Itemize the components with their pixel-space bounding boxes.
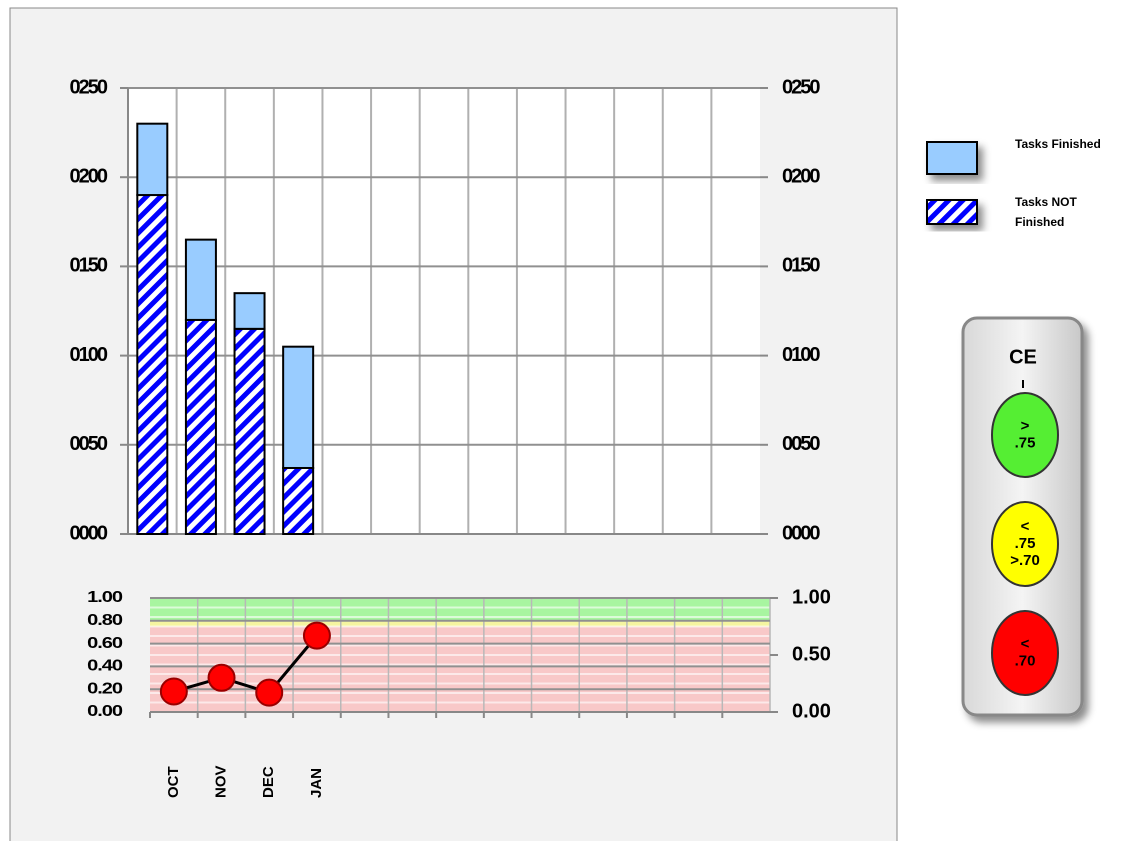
point <box>302 621 331 650</box>
status-label: .75 <box>1015 434 1036 451</box>
bar-segment <box>233 292 266 330</box>
legend-swatch <box>926 141 978 175</box>
bar-segment <box>136 122 169 197</box>
y-tick-label: 0.20 <box>87 679 123 697</box>
bar-segment <box>233 327 266 535</box>
status-label: .70 <box>1015 652 1036 669</box>
y2-tick-label: 0.00 <box>792 700 831 722</box>
y-tick-label: 0150 <box>70 255 108 277</box>
y-tick-label: 0000 <box>70 522 108 544</box>
y2-tick-label: 0.50 <box>792 643 831 665</box>
y2-tick-label: 0050 <box>782 433 820 455</box>
point <box>207 663 236 692</box>
y2-tick-label: 1.00 <box>792 586 831 608</box>
status-light <box>991 501 1059 587</box>
bar-segment <box>136 194 169 535</box>
threshold-band <box>150 598 770 621</box>
y-tick-label: 0.40 <box>87 656 123 674</box>
y-tick-label: 0200 <box>70 165 108 187</box>
y-tick-label: 1.00 <box>87 588 123 606</box>
y-tick-label: 0250 <box>70 76 108 98</box>
threshold-band <box>150 620 770 627</box>
status-title: CE <box>1009 346 1037 368</box>
bar-segment <box>184 238 217 321</box>
x-tick-label: OCT <box>165 766 182 798</box>
legend-label: Tasks Finished <box>1015 137 1101 151</box>
bar-segment <box>282 345 315 469</box>
y2-tick-label: 0150 <box>782 255 820 277</box>
y2-tick-label: 0100 <box>782 344 820 366</box>
y-tick-label: 0100 <box>70 344 108 366</box>
status-light <box>991 610 1059 696</box>
x-tick-label: NOV <box>213 765 230 798</box>
plot-area <box>128 88 760 534</box>
y2-tick-label: 0200 <box>782 165 820 187</box>
y-tick-label: 0050 <box>70 433 108 455</box>
point <box>255 678 284 707</box>
y2-tick-label: 0000 <box>782 522 820 544</box>
threshold-band <box>150 626 770 712</box>
y-tick-label: 0.00 <box>87 702 123 720</box>
bar-segment <box>282 466 315 536</box>
line <box>173 634 319 695</box>
x-tick-label: JAN <box>308 768 325 798</box>
status-light <box>991 392 1059 478</box>
point <box>159 677 188 706</box>
x-tick-label: DEC <box>260 766 277 798</box>
legend-label: Tasks NOT Finished <box>1015 195 1077 229</box>
y-tick-label: 0.80 <box>87 611 123 629</box>
status-label: >.70 <box>1010 552 1040 569</box>
legend-swatch <box>926 199 978 225</box>
bar-segment <box>184 318 217 536</box>
status-label: < <box>1021 635 1030 652</box>
y2-tick-label: 0250 <box>782 76 820 98</box>
y-tick-label: 0.60 <box>87 634 123 652</box>
status-label: < <box>1021 518 1030 535</box>
status-label: > <box>1021 417 1030 434</box>
status-label: .75 <box>1015 535 1036 552</box>
